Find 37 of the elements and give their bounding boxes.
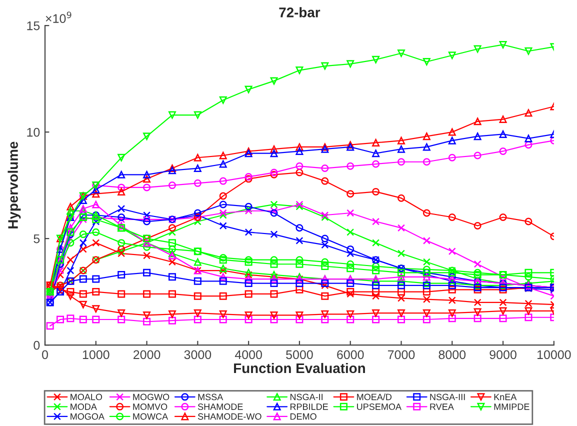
x-tick-label: 6000 — [337, 350, 364, 360]
legend-label: KnEA — [494, 394, 517, 400]
legend-label: RPBILDE — [290, 404, 328, 410]
legend-label: MMIPDE — [494, 404, 530, 410]
x-tick-label: 5000 — [286, 350, 313, 360]
legend-label: MOEA/D — [357, 394, 392, 400]
legend-label: SHAMODE — [198, 404, 243, 410]
y-tick-label: 15 — [27, 21, 40, 30]
chart-title: 72-bar — [279, 7, 320, 18]
legend-label: MODA — [70, 404, 97, 410]
x-tick-label: 3000 — [184, 350, 212, 360]
y-tick-label: 0 — [34, 340, 40, 350]
legend-label: UPSEMOA — [357, 404, 402, 410]
x-tick-label: 1000 — [82, 350, 110, 360]
legend-label: MOWCA — [133, 413, 168, 420]
x-tick-label: 8000 — [438, 350, 466, 360]
legend-label: MOGWO — [133, 394, 170, 400]
x-tick-label: 4000 — [234, 350, 262, 360]
legend-label: DEMO — [290, 413, 316, 420]
legend-label: RVEA — [430, 404, 454, 410]
legend-label: NSGA-II — [290, 394, 323, 400]
x-tick-label: 7000 — [388, 350, 415, 360]
legend-label: NSGA-III — [430, 394, 465, 400]
x-tick-label: 9000 — [490, 350, 516, 360]
legend-label: MSSA — [198, 394, 224, 400]
x-tick-label: 10000 — [537, 350, 571, 360]
legend-label: MOGOA — [70, 413, 104, 420]
x-tick-label: 0 — [42, 350, 48, 360]
text: ×10$^{9}$ — [46, 12, 72, 23]
y-axis-title: Hypervolume — [8, 142, 21, 228]
legend-label: SHAMODE-WO — [198, 413, 262, 420]
x-tick-label: 2000 — [134, 350, 160, 360]
x-axis-title: Function Evaluation — [234, 362, 365, 374]
legend-label: MOALO — [70, 394, 102, 400]
y-tick-label: 10 — [27, 128, 40, 137]
y-tick-label: 5 — [34, 234, 40, 244]
legend-label: MOMVO — [133, 404, 168, 410]
